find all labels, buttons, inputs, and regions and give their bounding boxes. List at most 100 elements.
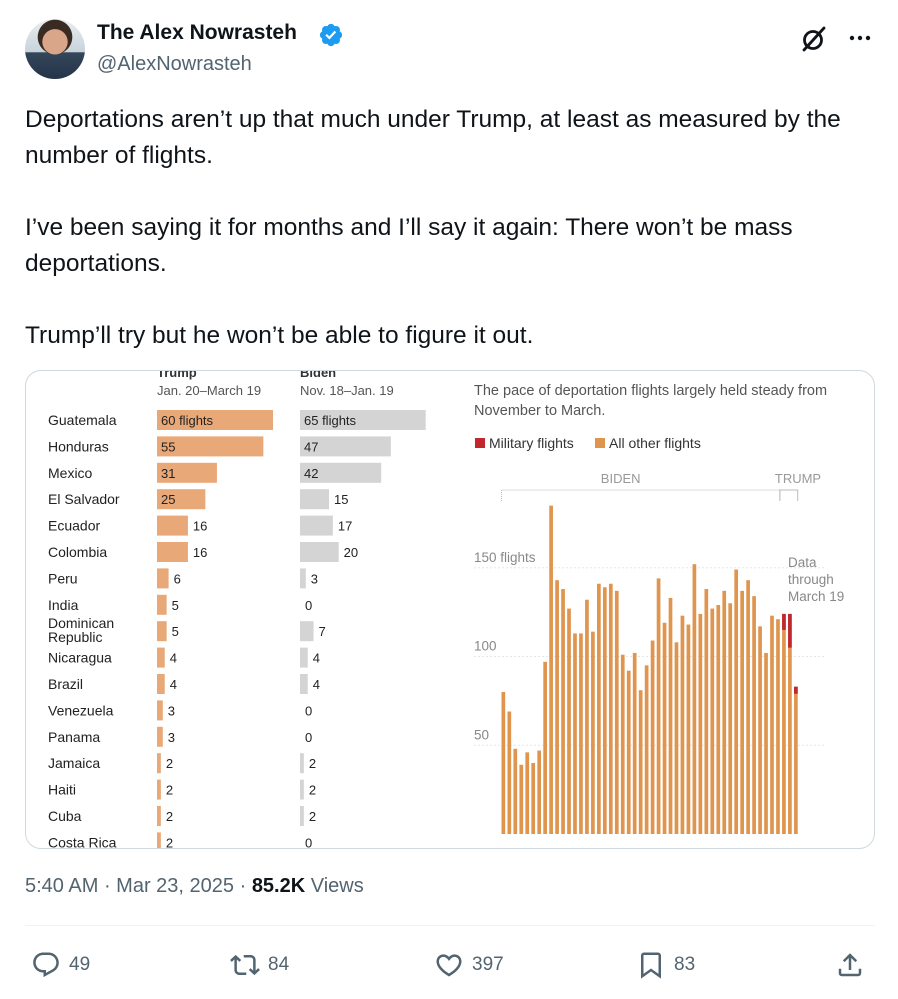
bookmark-button[interactable]: 83 bbox=[636, 948, 695, 982]
monthly-bar bbox=[567, 608, 571, 834]
country-bar bbox=[157, 410, 273, 430]
bar-value-label: 25 bbox=[161, 492, 175, 507]
legend-label: All other flights bbox=[609, 435, 701, 451]
tweet-paragraph: Trump’ll try but he won’t be able to fig… bbox=[25, 322, 534, 349]
tweet-paragraph: Deportations aren’t up that much under T… bbox=[25, 106, 841, 169]
monthly-bar bbox=[531, 763, 536, 834]
monthly-bar bbox=[561, 589, 565, 834]
military-bar-segment bbox=[794, 686, 798, 694]
repost-count: 84 bbox=[268, 954, 290, 975]
country-bar bbox=[300, 542, 339, 562]
chart-title-line: The pace of deportation flights largely … bbox=[474, 383, 827, 399]
country-label: India bbox=[48, 597, 79, 613]
military-bar-segment bbox=[788, 613, 792, 648]
monthly-bar bbox=[501, 692, 506, 834]
monthly-bar bbox=[644, 665, 649, 834]
monthly-bar bbox=[555, 580, 559, 834]
monthly-bar bbox=[513, 748, 518, 834]
monthly-bar bbox=[728, 603, 733, 834]
military-bar-segment bbox=[782, 613, 786, 630]
bar-value-label: 2 bbox=[166, 783, 173, 798]
author-handle[interactable]: @AlexNowrasteh bbox=[97, 53, 252, 75]
series-title: Biden bbox=[300, 371, 336, 380]
monthly-bar bbox=[525, 752, 530, 834]
monthly-bar bbox=[764, 652, 768, 834]
bar-value-label: 0 bbox=[305, 730, 312, 745]
tweet-date[interactable]: Mar 23, 2025 bbox=[116, 875, 235, 897]
country-bar bbox=[157, 436, 264, 457]
monthly-bar bbox=[579, 633, 583, 834]
monthly-bar bbox=[626, 670, 631, 834]
like-button[interactable]: 397 bbox=[434, 948, 504, 982]
y-tick-label: 100 bbox=[474, 639, 497, 654]
country-bar bbox=[300, 753, 304, 774]
bar-value-label: 0 bbox=[305, 703, 312, 718]
bar-value-label: 2 bbox=[166, 756, 173, 771]
monthly-bar bbox=[668, 597, 673, 834]
monthly-bar bbox=[519, 764, 524, 834]
country-label: Cuba bbox=[48, 808, 82, 824]
views-label: Views bbox=[310, 875, 364, 897]
tweet-media-image[interactable]: Trump Jan. 20–March 19 Biden Nov. 18–Jan. 1… bbox=[25, 370, 875, 849]
country-label: Jamaica bbox=[48, 755, 100, 771]
bar-value-label: 4 bbox=[313, 651, 320, 666]
country-bar bbox=[157, 753, 161, 774]
country-label: Nicaragua bbox=[48, 650, 112, 666]
bar-value-label: 42 bbox=[304, 466, 318, 481]
monthly-bar bbox=[716, 605, 721, 834]
country-bar bbox=[300, 779, 304, 800]
country-label: Mexico bbox=[48, 465, 93, 481]
bookmark-count: 83 bbox=[674, 954, 696, 975]
monthly-bar bbox=[674, 642, 679, 834]
country-label: El Salvador bbox=[48, 491, 120, 507]
y-tick-label: 50 bbox=[474, 727, 489, 742]
country-bar bbox=[300, 410, 426, 430]
country-bar bbox=[157, 700, 163, 721]
reply-button[interactable]: 49 bbox=[31, 948, 90, 982]
monthly-bar bbox=[602, 587, 607, 834]
country-label: Costa Rica bbox=[48, 834, 117, 849]
country-bar bbox=[157, 726, 163, 747]
avatar[interactable] bbox=[25, 19, 85, 79]
views-count: 85.2K bbox=[251, 875, 306, 897]
monthly-bar bbox=[507, 711, 512, 834]
country-bar bbox=[300, 515, 333, 536]
monthly-bar bbox=[776, 619, 780, 834]
grok-icon[interactable] bbox=[800, 24, 828, 54]
country-bar bbox=[300, 462, 382, 483]
country-bar bbox=[300, 489, 329, 510]
share-button[interactable] bbox=[835, 948, 865, 982]
country-bar bbox=[157, 832, 161, 848]
bar-value-label: 55 bbox=[161, 439, 175, 454]
monthly-bar bbox=[722, 590, 727, 834]
bar-value-label: 2 bbox=[309, 809, 316, 824]
country-bar bbox=[157, 515, 188, 536]
monthly-bar bbox=[704, 589, 709, 834]
monthly-bar bbox=[686, 624, 691, 834]
country-label: Guatemala bbox=[48, 412, 117, 428]
legend-label: Military flights bbox=[489, 435, 574, 451]
country-bar bbox=[300, 647, 308, 668]
monthly-bar bbox=[632, 652, 637, 834]
reply-icon bbox=[33, 952, 59, 978]
bar-value-label: 0 bbox=[305, 835, 312, 849]
monthly-bar bbox=[794, 686, 798, 834]
monthly-bar bbox=[710, 608, 715, 834]
country-bar bbox=[157, 621, 167, 642]
country-bar bbox=[157, 462, 217, 483]
repost-button[interactable]: 84 bbox=[230, 948, 289, 982]
more-icon[interactable] bbox=[845, 26, 875, 50]
monthly-bar bbox=[746, 580, 750, 834]
country-bar bbox=[157, 594, 167, 615]
monthly-bar bbox=[656, 578, 661, 834]
tweet-time[interactable]: 5:40 AM bbox=[25, 875, 99, 897]
author-display-name[interactable]: The Alex Nowrasteh bbox=[97, 21, 297, 44]
bar-value-label: 16 bbox=[193, 519, 207, 534]
bar-value-label: 31 bbox=[161, 466, 175, 481]
monthly-bar bbox=[740, 590, 744, 834]
bar-value-label: 7 bbox=[319, 624, 326, 639]
bar-value-label: 16 bbox=[193, 545, 207, 560]
bar-value-label: 5 bbox=[172, 624, 179, 639]
monthly-bar bbox=[549, 505, 553, 834]
country-bar bbox=[157, 674, 165, 694]
